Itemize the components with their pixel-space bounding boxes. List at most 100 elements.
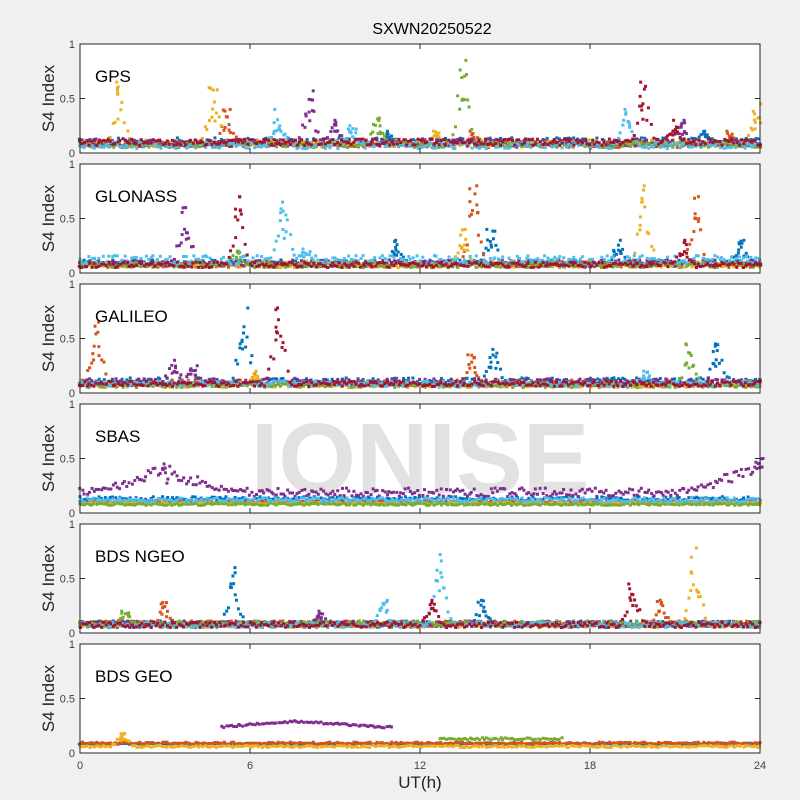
data-point [466,98,470,102]
data-point [198,141,202,145]
data-point [759,145,763,149]
data-point [414,139,418,143]
data-point [526,261,530,265]
data-point [710,143,714,147]
spike-point [618,238,622,242]
data-point [347,260,351,264]
data-point [645,256,649,260]
data-point [520,376,524,380]
data-point [437,137,441,141]
data-point [132,258,136,262]
data-point [289,233,293,237]
data-point [218,141,222,145]
data-point [576,265,580,269]
data-point [392,263,396,267]
data-point [744,251,748,255]
data-point [515,142,519,146]
data-point [697,217,701,221]
data-point [343,142,347,146]
data-point [92,139,96,143]
spike-point [461,97,465,101]
data-point [170,144,174,148]
data-point [512,265,516,269]
data-point [279,258,283,262]
data-point [279,377,283,381]
data-point [382,261,386,265]
data-point [645,141,649,145]
data-point [284,145,288,149]
data-point [307,262,311,266]
data-point [703,135,707,139]
data-points [77,58,763,151]
data-point [511,138,515,142]
data-point [292,263,296,267]
data-point [651,262,655,266]
spike-point [348,130,352,134]
data-point [661,143,665,147]
data-point [628,380,632,384]
data-point [751,261,755,265]
data-point [288,139,292,143]
data-point [638,258,642,262]
data-point [337,136,341,140]
data-point [746,379,750,383]
data-point [194,265,198,269]
data-point [250,138,254,142]
data-point [246,139,250,143]
data-point [416,140,420,144]
data-point [239,259,243,263]
data-point [710,257,714,261]
y-tick-label: 0.5 [60,214,75,226]
data-point [748,260,752,264]
data-point [314,260,318,264]
spike-point [308,250,312,254]
data-point [477,263,481,267]
data-point [713,254,717,258]
data-point [432,142,436,146]
data-point [491,260,495,264]
data-point [720,141,724,145]
data-point [598,146,602,150]
data-point [491,237,495,241]
data-point [626,259,630,263]
data-point [115,254,119,258]
data-point [612,248,616,252]
data-point [181,142,185,146]
data-point [350,262,354,266]
data-point [500,376,504,380]
data-point [730,142,734,146]
data-point [374,264,378,268]
data-point [681,138,685,142]
data-point [180,139,184,143]
spike-point [693,212,697,216]
data-point [215,145,219,149]
spike-point [377,116,381,120]
data-point [545,263,549,267]
spike-point [378,130,382,134]
data-point [165,264,169,268]
data-point [565,138,569,142]
data-point [593,378,597,382]
data-point [470,262,474,266]
data-point [533,142,537,146]
data-point [584,138,588,142]
data-point [103,261,107,265]
data-point [685,264,689,268]
data-point [366,262,370,266]
data-point [465,243,469,247]
data-point [99,139,103,143]
data-point [730,261,734,265]
data-point [203,141,207,145]
data-point [184,237,188,241]
data-point [92,261,96,265]
spike-point [354,127,358,131]
data-point [567,142,571,146]
data-point [281,209,285,213]
data-point [567,145,571,149]
data-point [199,139,203,143]
data-point [172,260,176,264]
data-point [345,143,349,147]
data-point [321,137,325,141]
data-point [680,132,684,136]
data-point [506,146,510,150]
